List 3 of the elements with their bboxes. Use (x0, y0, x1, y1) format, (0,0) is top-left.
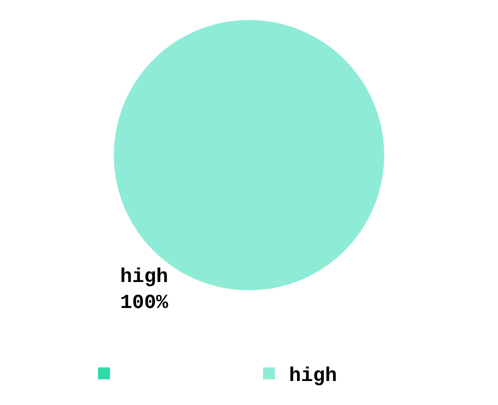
slice-label: high (120, 266, 168, 290)
legend-label: high (289, 365, 338, 388)
data-label: 100% (120, 292, 170, 316)
